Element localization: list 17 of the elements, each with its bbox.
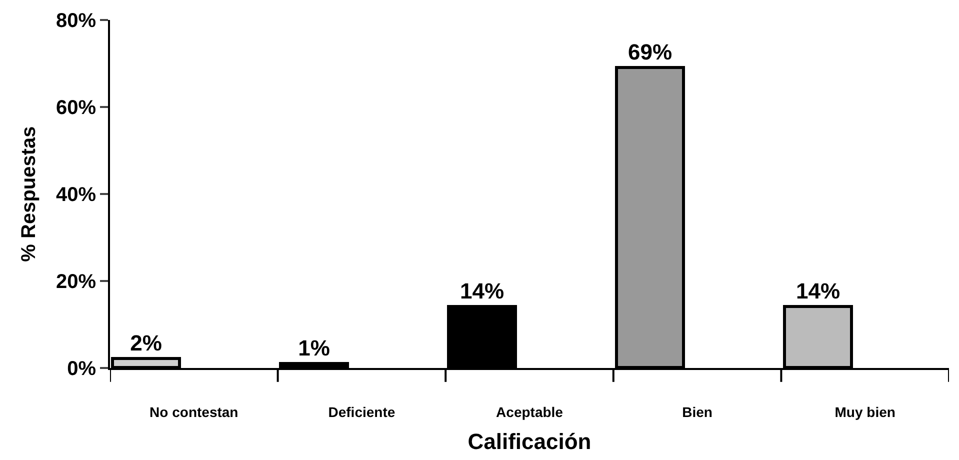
data-label: 2% bbox=[130, 330, 162, 356]
y-tick-label: 0% bbox=[67, 358, 96, 380]
data-label: 14% bbox=[796, 278, 840, 304]
x-tick-label: Muy bien bbox=[834, 404, 896, 420]
y-axis-title: % Respuestas bbox=[18, 126, 40, 262]
x-tick-label: Deficiente bbox=[328, 404, 396, 420]
x-axis-title: Calificación bbox=[468, 429, 592, 454]
data-label: 69% bbox=[628, 40, 672, 64]
x-tick-label: Aceptable bbox=[496, 404, 564, 420]
y-tick-label: 40% bbox=[56, 184, 96, 206]
y-tick-label: 80% bbox=[56, 10, 96, 32]
data-label: 1% bbox=[298, 336, 330, 360]
x-tick-label: No contestan bbox=[150, 404, 238, 420]
y-tick-label: 20% bbox=[56, 271, 96, 293]
x-tick-label: Bien bbox=[682, 404, 712, 420]
data-label: 14% bbox=[460, 278, 504, 304]
y-tick-label: 60% bbox=[56, 97, 96, 119]
